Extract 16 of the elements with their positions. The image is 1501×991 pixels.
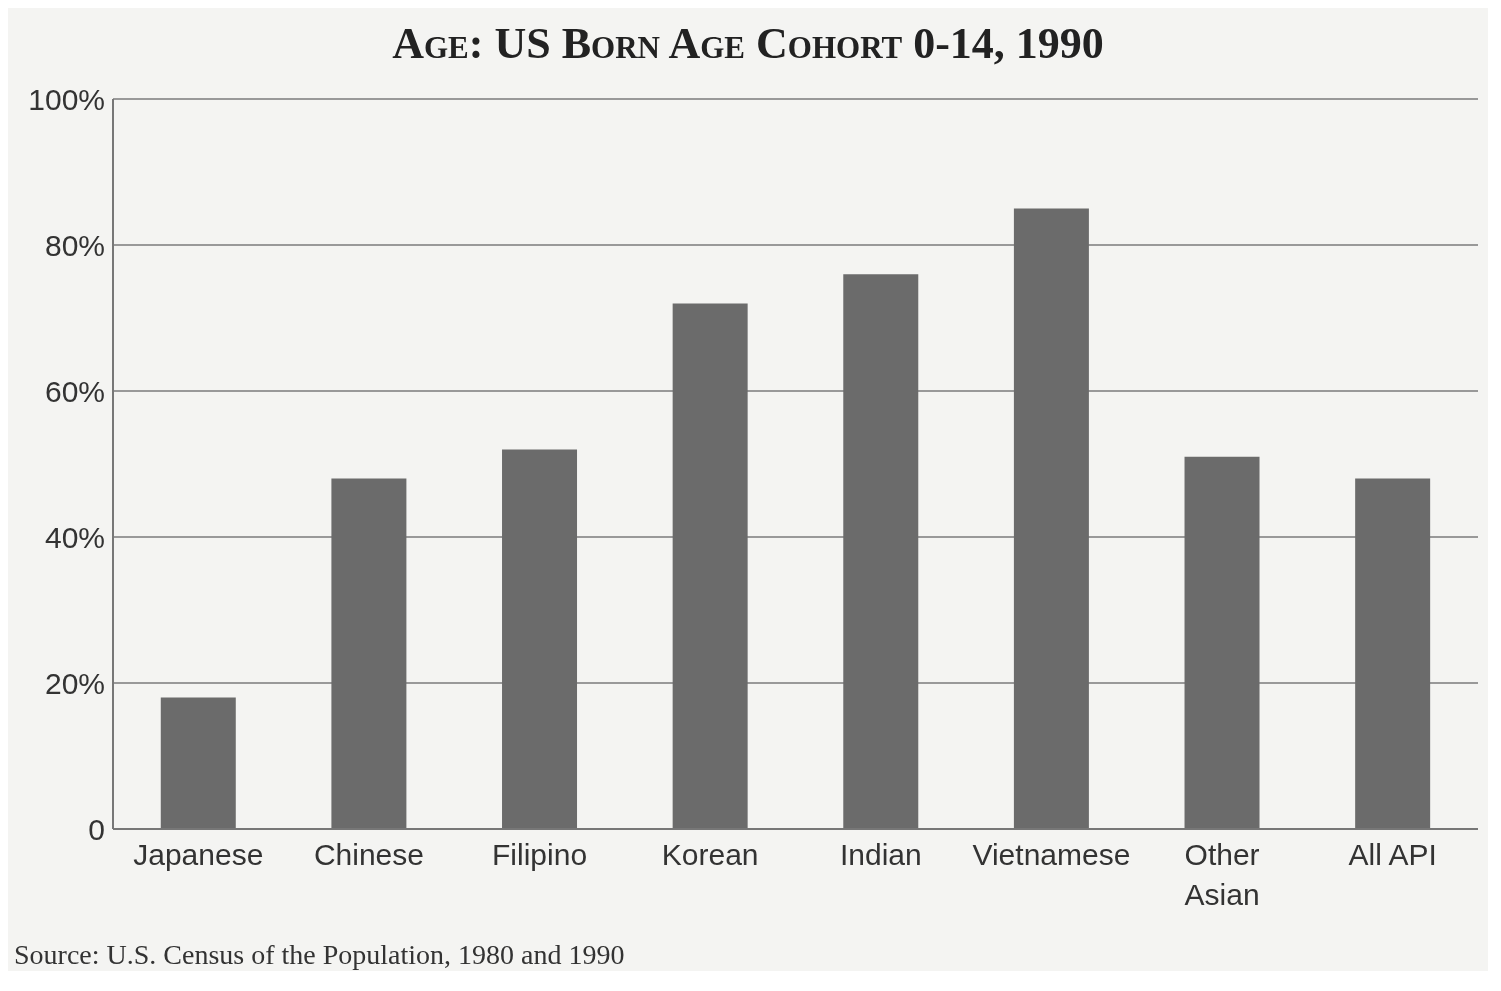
y-tick-label: 40% (44, 520, 105, 554)
chart-title: Age: US Born Age Cohort 0-14, 1990 (391, 18, 1105, 70)
x-tick-label: Filipino (492, 838, 588, 871)
x-tick-label: Korean (661, 838, 759, 871)
x-tick-label: All API (1348, 838, 1437, 871)
source-note: Source: U.S. Census of the Population, 1980 and 1990 (13, 939, 626, 971)
y-tick-label: 20% (44, 666, 105, 700)
y-tick-label: 100% (28, 82, 105, 116)
x-tick-label: Vietnamese (972, 838, 1131, 871)
y-tick-label: 60% (44, 374, 105, 408)
x-tick-label: Japanese (133, 838, 264, 871)
x-tick-label: Other Asian (1184, 838, 1260, 911)
x-tick-label: Indian (839, 838, 922, 871)
x-tick-label: Chinese (313, 838, 424, 871)
y-tick-label: 0 (88, 812, 105, 846)
y-tick-label: 80% (44, 228, 105, 262)
